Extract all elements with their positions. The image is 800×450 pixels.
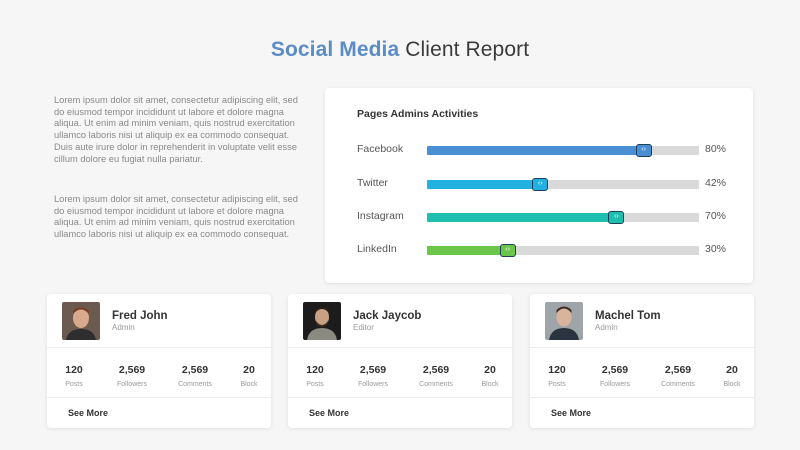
- profile-role: Admin: [595, 323, 618, 332]
- activities-title: Pages Admins Activities: [357, 108, 479, 120]
- activity-value: 70%: [705, 210, 727, 222]
- stat-posts: 120 Posts: [65, 364, 83, 388]
- slider-handle-icon[interactable]: ‹›: [608, 211, 625, 224]
- see-more-link[interactable]: See More: [68, 408, 109, 418]
- person-photo-icon: [303, 302, 341, 340]
- stat-followers: 2,569 Followers: [358, 364, 388, 388]
- title-accent: Social Media: [270, 38, 400, 61]
- activity-value: 30%: [705, 243, 727, 255]
- profile-role: Admin: [112, 323, 135, 332]
- see-more-link[interactable]: See More: [551, 408, 592, 418]
- slider-handle-icon[interactable]: ‹›: [532, 178, 549, 191]
- activity-row-twitter: Twitter ‹› 42%: [325, 176, 753, 192]
- stat-comments: 2,569 Comments: [419, 364, 453, 388]
- activity-fill: [427, 246, 509, 255]
- stat-posts: 120 Posts: [306, 364, 324, 388]
- activity-label: LinkedIn: [357, 243, 397, 255]
- person-photo-icon: [62, 302, 100, 340]
- activity-fill: [427, 146, 645, 155]
- activity-fill: [427, 213, 618, 222]
- title-rest: Client Report: [405, 38, 530, 61]
- secondary-paragraph: Lorem ipsum dolor sit amet, consectetur …: [54, 194, 298, 240]
- intro-paragraph: Lorem ipsum dolor sit amet, consectetur …: [54, 95, 298, 164]
- stat-followers: 2,569 Followers: [117, 364, 147, 388]
- activity-row-instagram: Instagram ‹› 70%: [325, 209, 753, 225]
- activity-track: ‹›: [427, 144, 699, 157]
- slider-handle-icon[interactable]: ‹›: [499, 244, 516, 257]
- activity-track: ‹›: [427, 244, 699, 257]
- profile-card-fred-john: Fred John Admin 120 Posts 2,569 Followers …: [47, 294, 271, 428]
- activity-value: 80%: [705, 143, 727, 155]
- stat-comments: 2,569 Comments: [661, 364, 695, 388]
- activity-track: ‹›: [427, 178, 699, 191]
- page-title: Social Media Client Report: [0, 38, 800, 62]
- stat-posts: 120 Posts: [548, 364, 566, 388]
- avatar: [62, 302, 100, 340]
- activity-row-linkedin: LinkedIn ‹› 30%: [325, 242, 753, 258]
- avatar: [545, 302, 583, 340]
- avatar: [303, 302, 341, 340]
- divider: [530, 347, 754, 348]
- activity-fill: [427, 180, 542, 189]
- profile-name: Jack Jaycob: [353, 310, 422, 322]
- see-more-link[interactable]: See More: [309, 408, 350, 418]
- profile-name: Fred John: [112, 310, 168, 322]
- activity-row-facebook: Facebook ‹› 80%: [325, 142, 753, 158]
- profile-card-jack-jaycob: Jack Jaycob Editor 120 Posts 2,569 Followe…: [288, 294, 512, 428]
- divider: [530, 397, 754, 398]
- divider: [47, 347, 271, 348]
- stat-block: 20 Block: [240, 364, 258, 388]
- profile-role: Editor: [353, 323, 374, 332]
- slider-handle-icon[interactable]: ‹›: [635, 144, 652, 157]
- stat-comments: 2,569 Comments: [178, 364, 212, 388]
- activity-value: 42%: [705, 177, 727, 189]
- divider: [288, 397, 512, 398]
- stat-block: 20 Block: [481, 364, 499, 388]
- activity-track: ‹›: [427, 211, 699, 224]
- profile-name: Machel Tom: [595, 310, 661, 322]
- profile-card-machel-tom: Machel Tom Admin 120 Posts 2,569 Followers…: [530, 294, 754, 428]
- stat-followers: 2,569 Followers: [600, 364, 630, 388]
- activity-label: Instagram: [357, 210, 404, 222]
- activities-panel: Pages Admins Activities Facebook ‹› 80% …: [325, 88, 753, 283]
- divider: [47, 397, 271, 398]
- activity-label: Facebook: [357, 143, 404, 155]
- stat-block: 20 Block: [723, 364, 741, 388]
- person-photo-icon: [545, 302, 583, 340]
- divider: [288, 347, 512, 348]
- activity-label: Twitter: [357, 177, 388, 189]
